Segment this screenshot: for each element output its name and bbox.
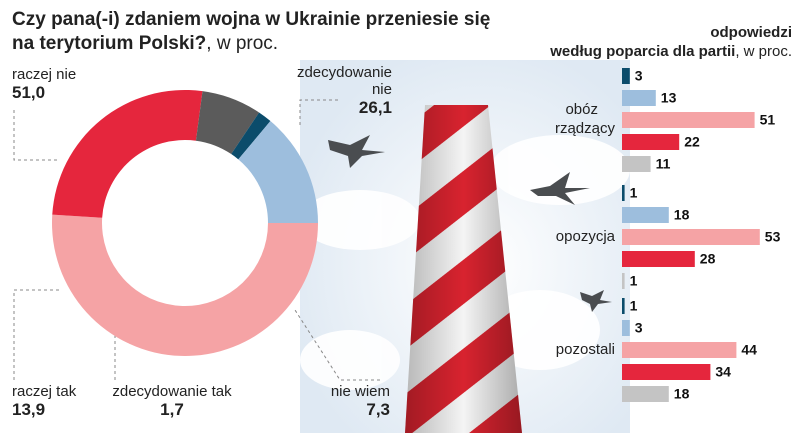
bar-title-block: odpowiedzi według poparcia dla partii, w … [550, 24, 792, 62]
donut-slice [52, 214, 319, 356]
title-block: Czy pana(-i) zdaniem wojna w Ukrainie pr… [12, 8, 492, 56]
bar-value: 3 [635, 320, 643, 336]
bar [622, 251, 695, 267]
bar [622, 112, 755, 128]
slice-label: nie wiem 7,3 [290, 383, 390, 420]
clouds [300, 135, 630, 390]
bar [622, 207, 669, 223]
value-label: 26,1 [358, 98, 392, 117]
bar [622, 273, 625, 289]
slice-label: raczej nie 51,0 [12, 66, 132, 103]
value-label: 51,0 [12, 83, 46, 102]
category-label: nie wiem [330, 383, 390, 400]
bar [622, 185, 625, 201]
category-label: zdecydowanie tak [112, 383, 232, 400]
bar-value: 1 [630, 298, 638, 314]
group-label: pozostali [556, 341, 615, 358]
donut-slice [52, 90, 203, 218]
value-label: 1,7 [160, 400, 184, 419]
chart-subtitle: , w proc. [206, 33, 279, 54]
bar-value: 18 [674, 386, 690, 402]
bar [622, 68, 630, 84]
category-label: raczej nie [12, 66, 77, 83]
bar-value: 44 [741, 342, 757, 358]
bar-value: 11 [656, 156, 671, 172]
drones [328, 135, 612, 312]
bar-subtitle: , w proc. [735, 43, 792, 60]
group-label: obóz rządzący [555, 101, 616, 137]
bar-title: według poparcia dla partii [550, 43, 736, 60]
slice-label: zdecydowanie tak 1,7 [107, 383, 237, 420]
category-label: raczej tak [12, 383, 77, 400]
bar-value: 3 [635, 68, 643, 84]
bar-value: 1 [630, 273, 638, 289]
post-shade [405, 105, 522, 433]
group-label: opozycja [556, 228, 616, 245]
bar [622, 364, 711, 380]
category-label: zdecydowanie nie [296, 64, 392, 98]
bar [622, 386, 669, 402]
bar [622, 342, 737, 358]
slice-label: zdecydowanie nie 26,1 [292, 64, 392, 118]
value-label: 7,3 [366, 400, 390, 419]
donut-slice [231, 112, 271, 160]
bar-value: 34 [715, 364, 731, 380]
bar-value: 18 [674, 207, 690, 223]
bar [622, 298, 625, 314]
bar [622, 134, 680, 150]
bar-value: 28 [700, 251, 716, 267]
bar-value: 1 [630, 185, 638, 201]
slice-label: raczej tak 13,9 [12, 383, 112, 420]
bar [622, 320, 630, 336]
chart-title: Czy pana(-i) zdaniem wojna w Ukrainie pr… [12, 9, 491, 54]
bar-title: odpowiedzi [710, 24, 792, 41]
value-label: 13,9 [12, 400, 46, 419]
bar-value: 22 [684, 134, 700, 150]
donut-slice [195, 91, 260, 155]
donut-slice [238, 121, 318, 223]
bar [622, 90, 656, 106]
bar-value: 51 [760, 112, 776, 128]
bar-value: 53 [765, 229, 781, 245]
bar-value: 13 [661, 90, 677, 106]
bar [622, 156, 651, 172]
bar [622, 229, 760, 245]
